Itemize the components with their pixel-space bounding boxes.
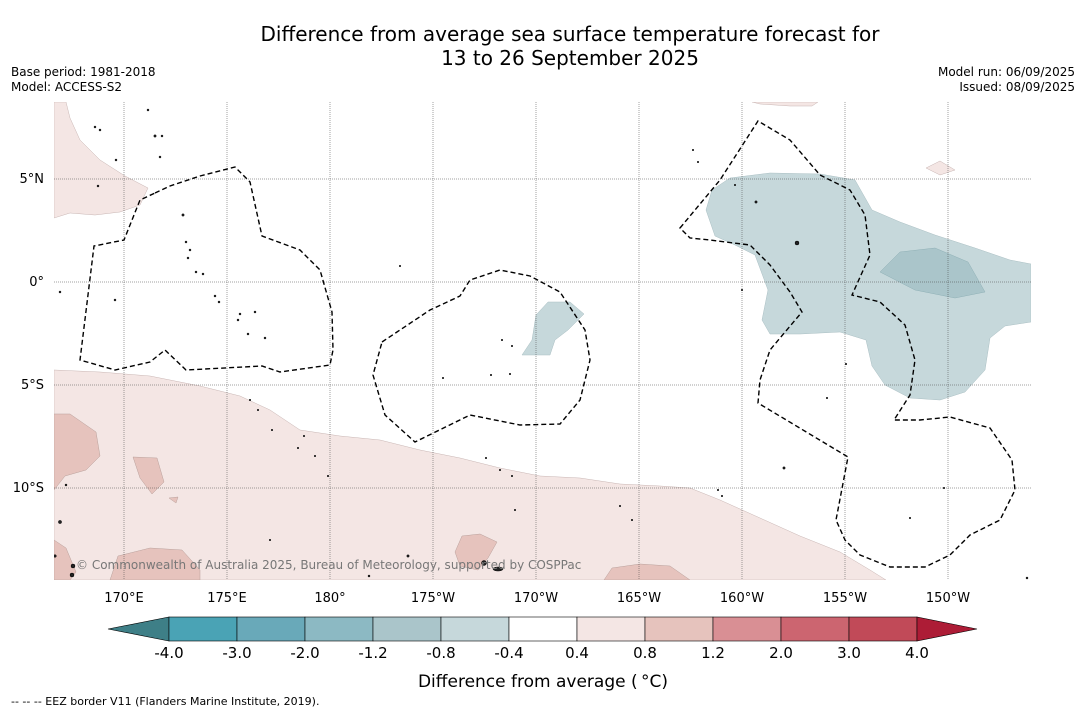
warm-patch-north-1: [751, 102, 819, 107]
eez-borders: [79, 120, 1016, 568]
lon-label-170w: 170°W: [514, 591, 558, 606]
colorbar-bin: [712, 616, 782, 642]
cool-anomaly-core: [879, 247, 986, 299]
lon-label-155w: 155°W: [823, 591, 867, 606]
colorbar-bin: [440, 616, 510, 642]
warm-patch-north-2: [925, 160, 956, 176]
lat-label-10s: 10°S: [13, 481, 44, 496]
title-line-2: 13 to 26 September 2025: [441, 46, 699, 70]
colorbar-tick-label: 0.8: [633, 644, 657, 662]
colorbar-bin: [304, 616, 374, 642]
colorbar-bin: [644, 616, 714, 642]
colorbar-tick-label: -0.8: [426, 644, 455, 662]
colorbar-tick-label: 0.4: [565, 644, 589, 662]
model-run: Model run: 06/09/2025: [937, 65, 1075, 79]
lon-label-175e: 175°E: [207, 591, 247, 606]
colorbar-under-arrow: [107, 616, 170, 642]
colorbar-bin: [576, 616, 646, 642]
lon-label-160w: 160°W: [720, 591, 764, 606]
colorbar-tick-label: -4.0: [154, 644, 183, 662]
warm-patch-southwest-5: [109, 547, 201, 580]
map-title: Difference from average sea surface temp…: [0, 22, 1085, 70]
colorbar-tick-label: -3.0: [222, 644, 251, 662]
lat-label-0: 0°: [29, 275, 44, 290]
colorbar-tick-label: 3.0: [837, 644, 861, 662]
copyright-notice: © Commonwealth of Australia 2025, Bureau…: [76, 558, 582, 572]
lon-label-170e: 170°E: [104, 591, 144, 606]
lon-label-175w: 175°W: [411, 591, 455, 606]
colorbar-tick-label: 1.2: [701, 644, 725, 662]
colorbar-bin: [848, 616, 918, 642]
warm-patch-southwest-1: [54, 413, 101, 491]
warm-patch-southwest-3: [168, 496, 179, 504]
warm-patch-south-east: [603, 563, 691, 580]
lat-label-5n: 5°N: [20, 172, 45, 187]
lon-label-150w: 150°W: [926, 591, 970, 606]
colorbar-tick-label: -2.0: [290, 644, 319, 662]
colorbar: [107, 616, 978, 642]
meta-right: Model run: 06/09/2025 Issued: 08/09/2025: [938, 65, 1075, 95]
colorbar-tick-label: 2.0: [769, 644, 793, 662]
lat-labels: 5°N 0° 5°S 10°S: [13, 172, 44, 496]
islands: [54, 108, 1029, 580]
colorbar-over-arrow: [916, 616, 978, 642]
colorbar-bin: [372, 616, 442, 642]
colorbar-ticks: -4.0 -3.0 -2.0 -1.2 -0.8 -0.4 0.4 0.8 1.2 2.0 3.0 4…: [154, 644, 929, 662]
base-period: Base period: 1981-2018: [11, 65, 156, 79]
warm-anomaly-south: [54, 369, 887, 580]
title-line-1: Difference from average sea surface temp…: [260, 22, 880, 46]
colorbar-label: Difference from average ( °C): [418, 672, 668, 692]
lon-labels: 170°E 175°E 180° 175°W 170°W 165°W 160°W…: [104, 591, 970, 606]
model-name: Model: ACCESS-S2: [11, 80, 123, 94]
cool-anomaly-central: [521, 301, 585, 356]
lon-label-180: 180°: [314, 591, 345, 606]
lat-label-5s: 5°S: [21, 378, 44, 393]
cool-anomaly-east: [705, 172, 1031, 401]
colorbar-tick-label: -1.2: [358, 644, 387, 662]
colorbar-bin: [236, 616, 306, 642]
colorbar-bin: [780, 616, 850, 642]
meta-left: Base period: 1981-2018 Model: ACCESS-S2: [11, 65, 156, 95]
warm-anomaly-northwest: [54, 102, 149, 219]
eez-legend-note: -- -- -- EEZ border V11 (Flanders Marine…: [11, 695, 320, 708]
map-gridlines: [54, 102, 1031, 580]
colorbar-bin: [168, 616, 238, 642]
colorbar-tick-label: 4.0: [905, 644, 929, 662]
map-area: [54, 102, 1031, 580]
colorbar-tick-label: -0.4: [494, 644, 523, 662]
issued-date: Issued: 08/09/2025: [959, 80, 1075, 94]
lon-label-165w: 165°W: [617, 591, 661, 606]
colorbar-bin: [508, 616, 578, 642]
